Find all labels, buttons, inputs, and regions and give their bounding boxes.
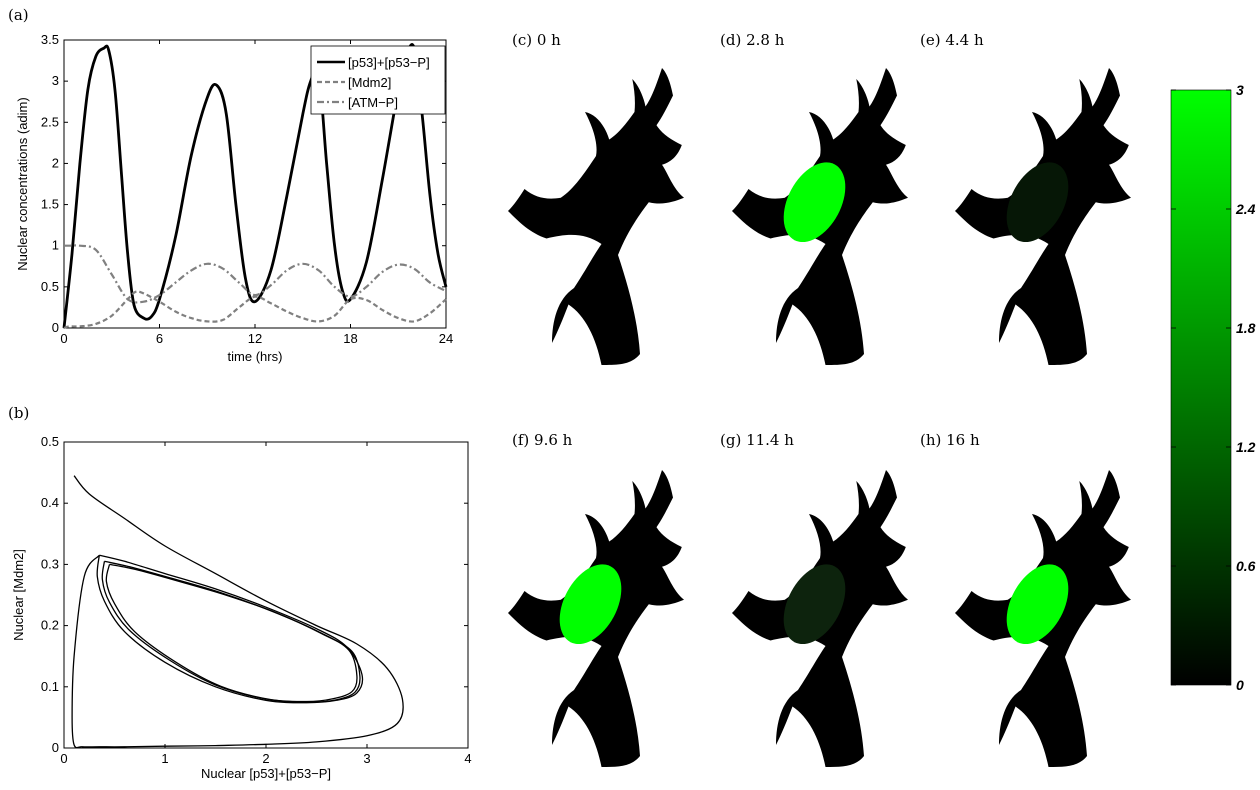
y-tick-label: 3.5 [41, 32, 59, 47]
cell-image-c [508, 68, 684, 365]
nucleus-f [559, 564, 622, 645]
y-tick-label: 0 [52, 320, 59, 335]
y-tick-label: 1.5 [41, 197, 59, 212]
x-tick-label: 6 [156, 331, 163, 346]
colorbar: 3 2.4 1.8 1.2 0.6 0 [1170, 82, 1256, 693]
colorbar-tick-label: 3 [1236, 82, 1244, 98]
cell-image-e [955, 68, 1131, 365]
colorbar-tick-label: 0 [1236, 677, 1244, 693]
y-tick-label: 0 [52, 740, 59, 755]
panel-b-label: (b) [8, 404, 29, 422]
series-line-4 [105, 563, 361, 703]
y-tick-label: 2 [52, 155, 59, 170]
panel-h-label: (h) 16 h [920, 431, 980, 449]
legend-label-p53: [p53]+[p53−P] [348, 55, 430, 70]
series-line-3 [101, 560, 358, 703]
panel-d-label: (d) 2.8 h [720, 31, 785, 49]
x-tick-label: 0 [60, 751, 67, 766]
series-line-3 [63, 244, 447, 304]
y-axis-label-a: Nuclear concentrations (adim) [15, 97, 30, 270]
panel-e-label: (e) 4.4 h [920, 31, 984, 49]
x-axis-label-a: time (hrs) [228, 349, 283, 364]
x-tick-label: 3 [363, 751, 370, 766]
x-tick-label: 18 [343, 331, 357, 346]
legend-label-atm: [ATM−P] [348, 95, 398, 110]
nucleus-g [783, 564, 846, 645]
y-tick-label: 3 [52, 73, 59, 88]
y-tick-label: 2.5 [41, 114, 59, 129]
colorbar-tick-label: 2.4 [1235, 201, 1256, 217]
x-tick-label: 24 [439, 331, 453, 346]
x-tick-label: 4 [464, 751, 471, 766]
phase-plane-chart: 0 1 2 3 4 0 0.1 0.2 0.3 0.4 0.5 Nuclear [p53]+[p53… [11, 434, 472, 781]
x-tick-label: 0 [60, 331, 67, 346]
y-tick-label: 0.3 [41, 556, 59, 571]
legend-label-mdm2: [Mdm2] [348, 75, 391, 90]
nucleus-h [1006, 564, 1069, 645]
series-line-2 [63, 290, 447, 330]
x-tick-label: 1 [161, 751, 168, 766]
y-tick-label: 0.2 [41, 618, 59, 633]
series-line-1 [62, 43, 448, 329]
colorbar-tick-label: 0.6 [1236, 558, 1256, 574]
series-line-2 [96, 554, 364, 704]
nucleus-e [1006, 162, 1069, 243]
colorbar-tick-label: 1.8 [1236, 320, 1256, 336]
colorbar-gradient [1170, 89, 1232, 686]
panel-a-label: (a) [8, 6, 29, 24]
x-axis-label-b: Nuclear [p53]+[p53−P] [201, 766, 331, 781]
time-series-chart: 0 6 12 18 24 0 0.5 1 1.5 2 2.5 3 3.5 time (hrs) Nucl… [15, 32, 453, 364]
panel-g-label: (g) 11.4 h [720, 431, 794, 449]
legend-a: [p53]+[p53−P] [Mdm2] [ATM−P] [310, 45, 446, 115]
panel-c-label: (c) 0 h [512, 31, 561, 49]
cell-image-d [732, 68, 908, 365]
y-tick-label: 1 [52, 238, 59, 253]
y-tick-label: 0.4 [41, 495, 59, 510]
cell-image-h [955, 470, 1131, 767]
series-line-1 [71, 475, 404, 749]
chart-b-frame [63, 441, 469, 749]
cell-image-f [508, 470, 684, 767]
y-tick-label: 0.5 [41, 279, 59, 294]
panel-f-label: (f) 9.6 h [512, 431, 573, 449]
y-axis-label-b: Nuclear [Mdm2] [11, 549, 26, 641]
cell-image-g [732, 470, 908, 767]
colorbar-tick-label: 1.2 [1236, 439, 1256, 455]
y-tick-label: 0.5 [41, 434, 59, 449]
x-tick-label: 2 [262, 751, 269, 766]
y-tick-label: 0.1 [41, 679, 59, 694]
x-tick-label: 12 [248, 331, 262, 346]
nucleus-d [783, 162, 846, 243]
